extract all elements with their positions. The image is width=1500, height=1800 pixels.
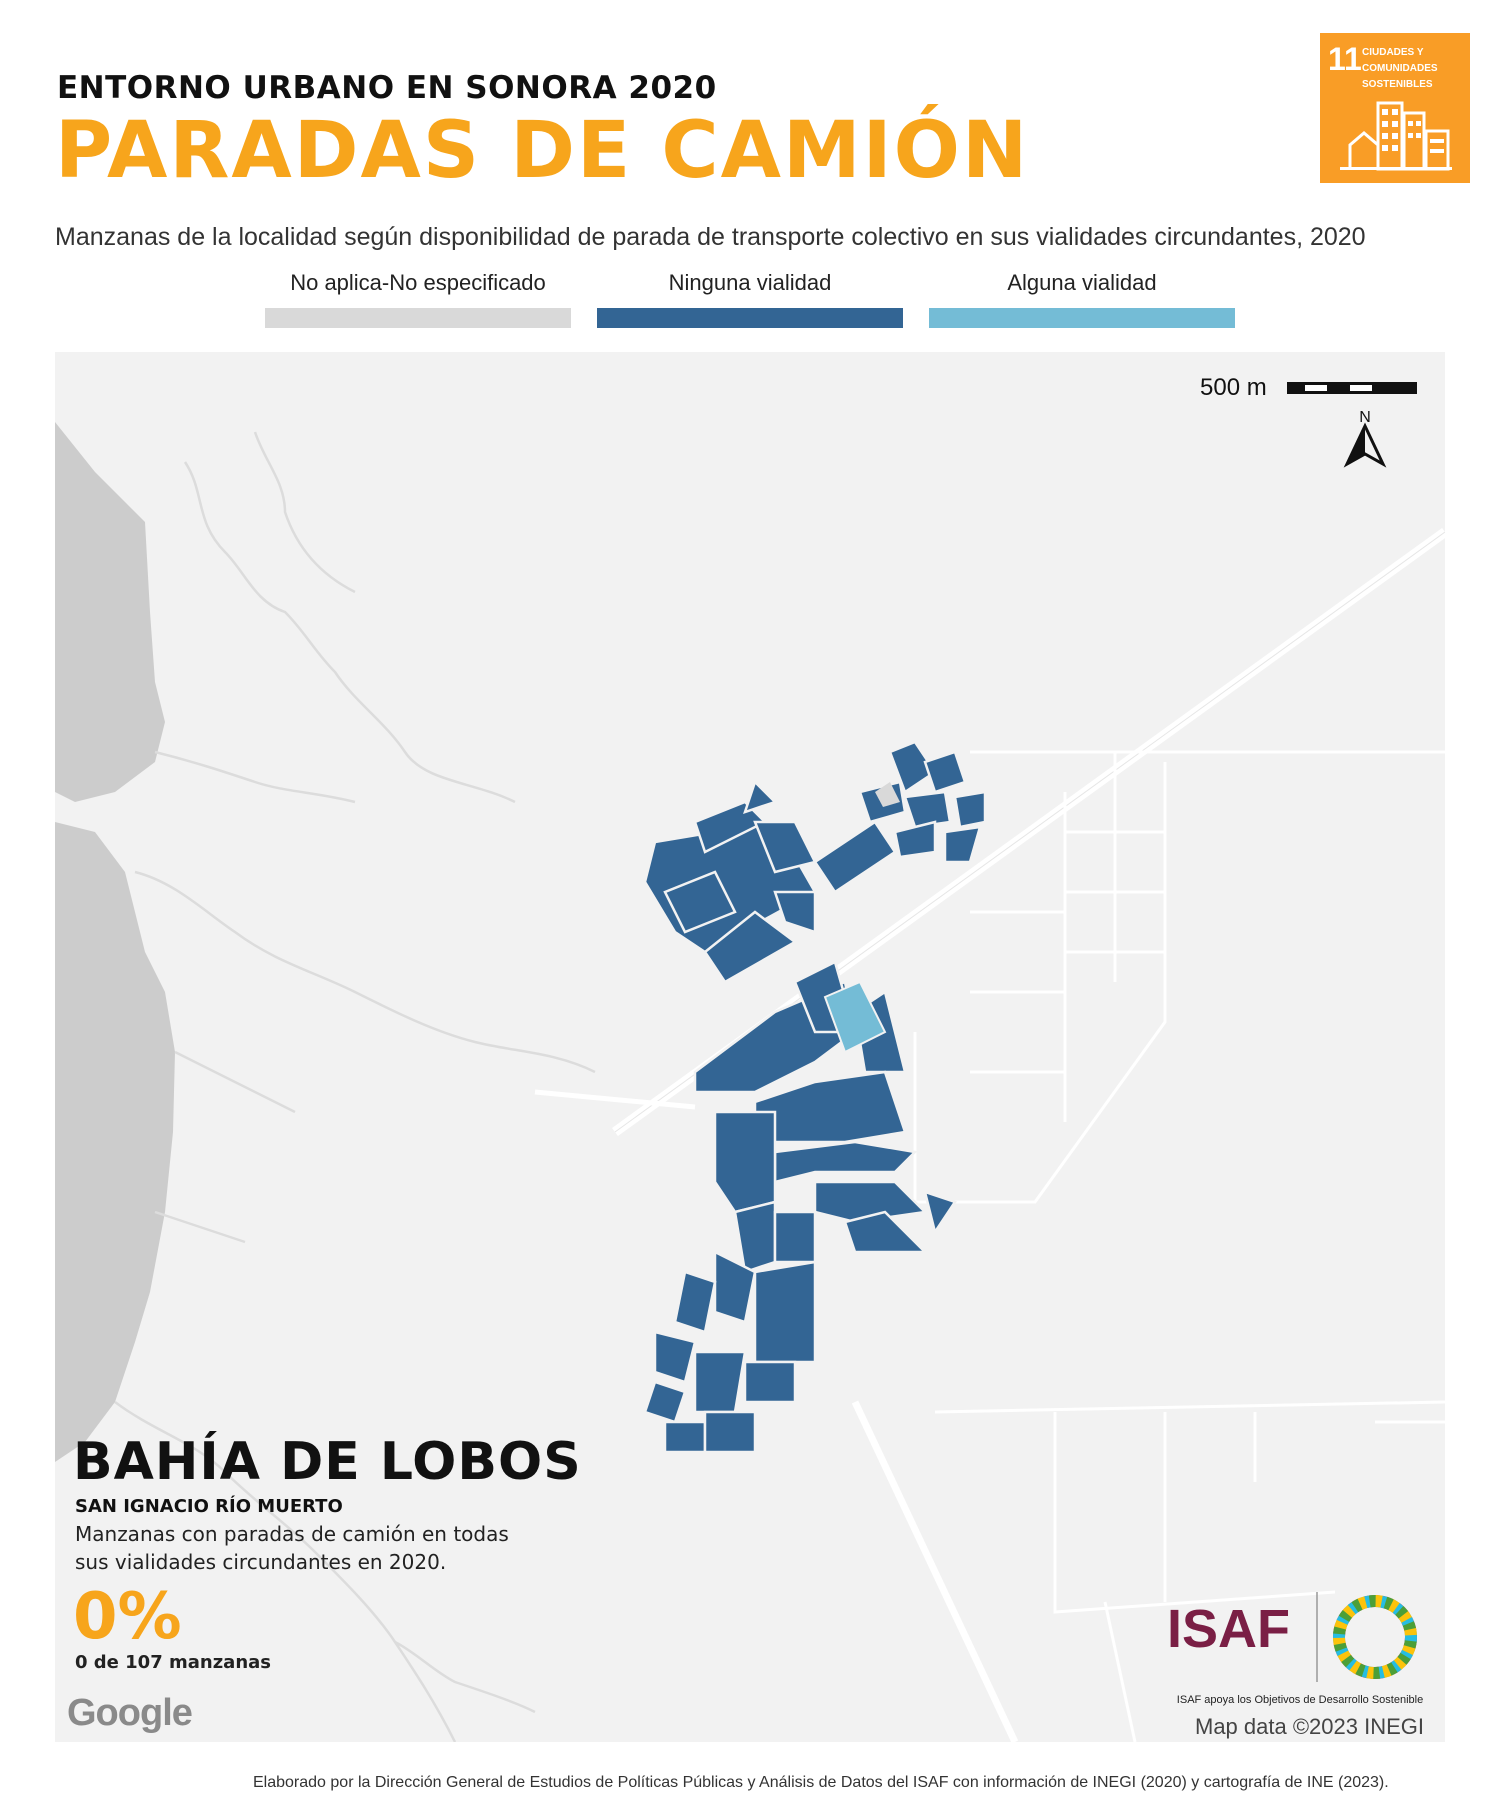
isaf-tagline: ISAF apoya los Objetivos de Desarrollo S… bbox=[1176, 1694, 1424, 1706]
legend-label: Alguna vialidad bbox=[1007, 270, 1157, 295]
header-kicker: ENTORNO URBANO EN SONORA 2020 bbox=[57, 70, 717, 106]
stat-detail: 0 de 107 manzanas bbox=[75, 1652, 272, 1673]
legend-swatch bbox=[929, 308, 1235, 328]
stat-value: 0% bbox=[73, 1580, 182, 1654]
legend-item-not-applicable: No aplica-No especificado bbox=[265, 268, 571, 328]
south-road bbox=[851, 1400, 1019, 1742]
basemap: N bbox=[55, 382, 1445, 1742]
legend-item-no-road: Ninguna vialidad bbox=[597, 268, 903, 328]
map-attribution: Map data ©2023 INEGI bbox=[1195, 1714, 1425, 1739]
page-title: PARADAS DE CAMIÓN bbox=[55, 106, 1030, 196]
north-arrow-icon: N bbox=[1343, 409, 1387, 468]
legend-swatch bbox=[265, 308, 571, 328]
legend-label: Ninguna vialidad bbox=[668, 270, 832, 295]
block-some-road bbox=[823, 980, 887, 1054]
isaf-logo-block: ISAF ISAF apoya los Objetivos de Desarro… bbox=[1155, 1586, 1445, 1726]
legend-swatch bbox=[597, 308, 903, 328]
isaf-logo: ISAF bbox=[1167, 1599, 1291, 1659]
stat-description: Manzanas con paradas de camión en todas … bbox=[75, 1522, 509, 1574]
svg-text:N: N bbox=[1359, 409, 1371, 426]
municipality-name: SAN IGNACIO RÍO MUERTO bbox=[75, 1496, 343, 1517]
footer-note: Elaborado por la Dirección General de Es… bbox=[253, 1774, 1389, 1791]
legend-item-some-road: Alguna vialidad bbox=[929, 268, 1235, 328]
map-subtitle: Manzanas de la localidad según disponibi… bbox=[55, 223, 1366, 251]
city-buildings-icon bbox=[1340, 101, 1452, 171]
sdg-11-badge: 11 CIUDADES Y COMUNIDADES SOSTENIBLES bbox=[1320, 33, 1470, 183]
scale-label: 500 m bbox=[1200, 374, 1267, 401]
sdg-wheel-icon bbox=[1333, 1595, 1417, 1679]
map-panel[interactable]: N 500 m BAHÍA DE LOBOS SAN IGNACIO RÍO M… bbox=[55, 352, 1445, 1742]
google-logo: Google bbox=[67, 1692, 193, 1734]
sdg-number: 11 bbox=[1328, 41, 1362, 77]
legend-label: No aplica-No especificado bbox=[290, 270, 546, 295]
sdg-label: CIUDADES Y COMUNIDADES SOSTENIBLES bbox=[1362, 47, 1438, 90]
water-area-south bbox=[55, 822, 175, 1462]
scale-bar bbox=[1287, 382, 1417, 394]
water-area-north bbox=[55, 422, 165, 802]
block-not-applicable bbox=[875, 782, 900, 807]
place-name: BAHÍA DE LOBOS bbox=[73, 1432, 582, 1492]
